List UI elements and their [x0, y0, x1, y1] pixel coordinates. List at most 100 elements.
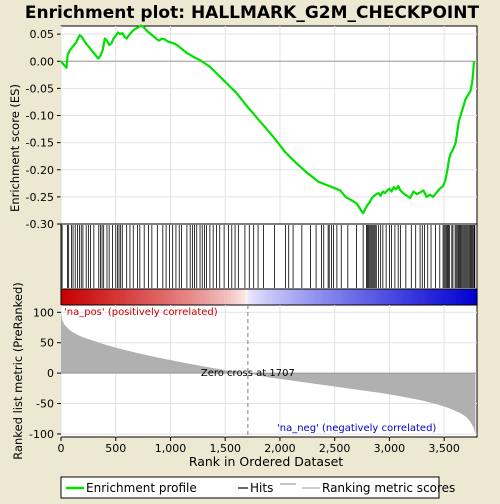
rank-heat-segment	[452, 289, 457, 305]
rank-heat-segment	[262, 289, 267, 305]
hits-plot-area	[60, 223, 478, 290]
rank-heat-segment	[321, 289, 326, 305]
legend-label: Hits	[250, 481, 273, 495]
rank-heat-segment	[296, 289, 301, 305]
rank-heat-segment	[258, 289, 263, 305]
rank-heat-segment	[341, 289, 346, 305]
rank-heat-segment	[303, 289, 308, 305]
rank-heat-segment	[192, 289, 197, 305]
rank-heat-segment	[147, 289, 152, 305]
rank-heat-segment	[265, 289, 270, 305]
rank-heat-segment	[220, 289, 225, 305]
rank-heat-segment	[362, 289, 367, 305]
rank-heat-segment	[383, 289, 388, 305]
rank-heat-segment	[223, 289, 228, 305]
rank-heat-segment	[95, 289, 100, 305]
es-ytick-label: -0.30	[26, 218, 54, 231]
legend: Enrichment profile Hits Ranking metric sco…	[60, 476, 455, 499]
rank-heat-segment	[376, 289, 381, 305]
rank-panel: Zero cross at 1707 'na_pos' (positively c…	[29, 304, 478, 455]
rank-heat-segment	[400, 289, 405, 305]
rank-heat-segment	[99, 289, 104, 305]
rank-heat-segment	[307, 289, 312, 305]
rank-heat-segment	[203, 289, 208, 305]
rank-heat-segment	[217, 289, 222, 305]
rank-heat-segment	[470, 289, 475, 305]
rank-heat-segment	[119, 289, 124, 305]
xtick-label: 3,000	[374, 442, 406, 455]
chart-title: Enrichment plot: HALLMARK_G2M_CHECKPOINT	[25, 3, 480, 23]
rank-heat-segment	[196, 289, 201, 305]
xtick-label: 0	[58, 442, 65, 455]
xtick-label: 2,500	[319, 442, 351, 455]
rank-heat-segment	[386, 289, 391, 305]
rank-heat-segment	[428, 289, 433, 305]
rank-heat-segment	[421, 289, 426, 305]
es-ytick-label: -0.05	[26, 82, 54, 95]
rank-heat-segment	[317, 289, 322, 305]
rank-heat-segment	[442, 289, 447, 305]
legend-label: Enrichment profile	[86, 481, 197, 495]
rank-heat-segment	[92, 289, 97, 305]
rank-heat-segment	[379, 289, 384, 305]
rank-heat-segment	[161, 289, 166, 305]
rank-heat-segment	[300, 289, 305, 305]
rank-heat-segment	[171, 289, 176, 305]
rank-axis-label: Rank in Ordered Dataset	[189, 454, 343, 469]
rank-heat-segment	[411, 289, 416, 305]
rank-heat-segment	[327, 289, 332, 305]
enrichment-profile-line	[60, 24, 475, 215]
rank-heat-segment	[102, 289, 107, 305]
rank-heat-segment	[144, 289, 149, 305]
rank-ytick-label: 100	[33, 306, 54, 319]
rank-heat-segment	[407, 289, 412, 305]
rank-heat-segment	[286, 289, 291, 305]
legend-label: Ranking metric scores	[322, 481, 455, 495]
es-ytick-label: -0.15	[26, 137, 54, 150]
rank-heat-segment	[473, 289, 478, 305]
rank-heat-segment	[334, 289, 339, 305]
rank-heat-segment	[130, 289, 135, 305]
rank-heat-segment	[445, 289, 450, 305]
rank-heat-segment	[189, 289, 194, 305]
rank-heat-segment	[182, 289, 187, 305]
rank-heat-segment	[158, 289, 163, 305]
rank-heat-segment	[151, 289, 156, 305]
rank-heat-segment	[431, 289, 436, 305]
rank-heat-segment	[310, 289, 315, 305]
rank-heat-segment	[248, 289, 253, 305]
rank-heat-segment	[165, 289, 170, 305]
rank-heat-segment	[345, 289, 350, 305]
es-panel: 0.05 0.00 -0.05 -0.10 -0.15 -0.20 -0.25 -0.30	[26, 24, 478, 231]
rank-heat-segment	[314, 289, 319, 305]
rank-heat-segment	[206, 289, 211, 305]
es-axis-label: Enrichment score (ES)	[8, 84, 22, 212]
rank-heat-segment	[140, 289, 145, 305]
rank-ytick-label: -50	[36, 398, 54, 411]
rank-heat-segment	[393, 289, 398, 305]
rank-heat-segment	[352, 289, 357, 305]
es-ytick-label: -0.10	[26, 110, 54, 123]
rank-heat-segment	[466, 289, 471, 305]
rank-heat-segment	[234, 289, 239, 305]
rank-heat-segment	[463, 289, 468, 305]
rank-heat-segment	[279, 289, 284, 305]
rank-heat-segment	[272, 289, 277, 305]
rank-ytick-label: -100	[29, 428, 54, 441]
rank-heat-segment	[404, 289, 409, 305]
rank-heat-segment	[275, 289, 280, 305]
rank-heat-segment	[88, 289, 93, 305]
rank-heat-segment	[106, 289, 111, 305]
es-ytick-label: -0.25	[26, 191, 54, 204]
rank-ytick-label: 0	[47, 367, 54, 380]
rank-ytick-label: 50	[40, 337, 54, 350]
rank-heat-segment	[435, 289, 440, 305]
hits-panel	[60, 223, 478, 306]
rank-heat-segment	[85, 289, 90, 305]
rank-heat-segment	[227, 289, 232, 305]
rank-heat-segment	[348, 289, 353, 305]
es-ytick-label: 0.05	[30, 28, 55, 41]
rank-heat-segment	[449, 289, 454, 305]
rank-heat-segment	[154, 289, 159, 305]
